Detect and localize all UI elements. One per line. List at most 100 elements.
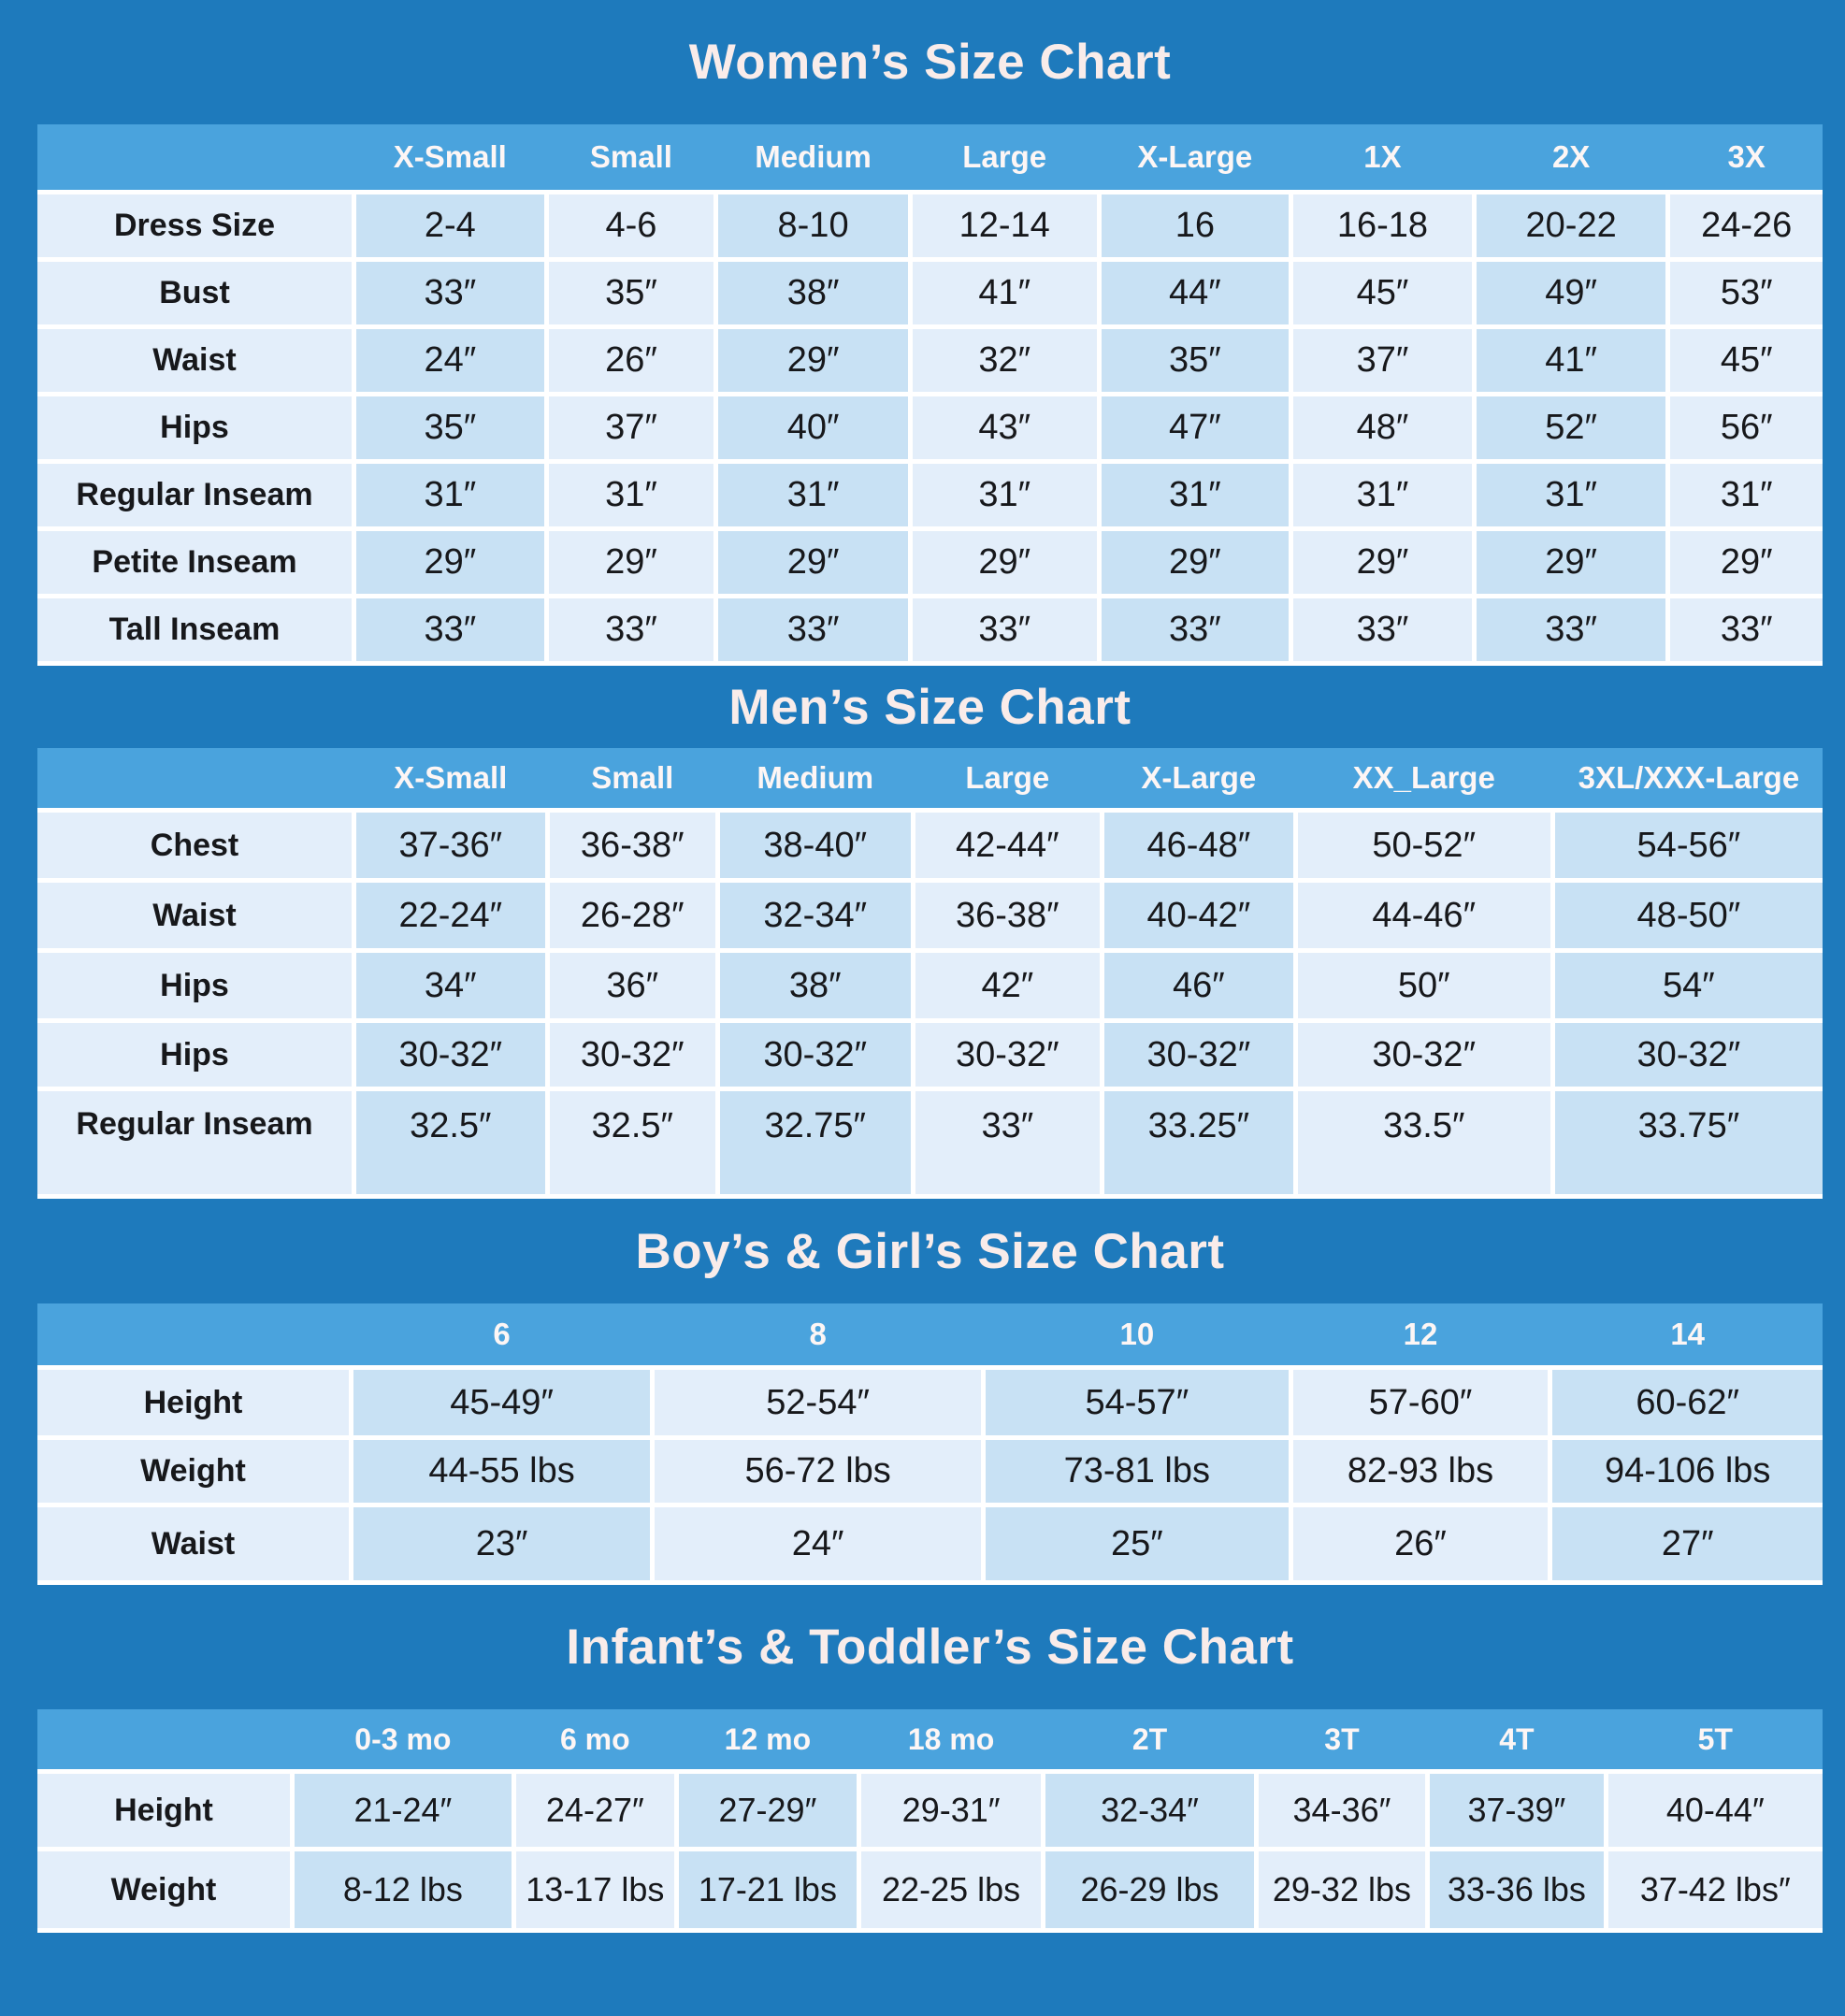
mens-size-table: X-Small Small Medium Large X-Large XX_Large 3X… [37,748,1823,1199]
size-cell: 41″ [912,262,1097,324]
size-cell: 2-4 [356,194,544,257]
size-cell: 38″ [719,953,911,1018]
size-cell: 73-81 lbs [986,1440,1289,1503]
infants-toddlers-data-grid: Height 21-24″ 24-27″ 27-29″ 29-31″ 32-34″ 34-3… [37,1769,1823,1933]
size-cell: 42″ [915,953,1101,1018]
size-cell: 33″ [356,262,544,324]
column-header: Large [965,760,1050,795]
size-cell: 27″ [1552,1507,1823,1580]
size-cell: 30-32″ [719,1023,911,1087]
mens-chart-title: Men’s Size Chart [728,679,1132,735]
size-cell: 31″ [548,464,714,526]
row-label: Dress Size [37,194,352,257]
row-label: Waist [37,1507,349,1580]
column-header: 1X [1363,139,1402,174]
size-cell: 33″ [548,598,714,661]
column-header: Medium [757,760,874,795]
size-cell: 16-18 [1293,194,1472,257]
column-header: 10 [1119,1317,1155,1351]
size-cell: 29″ [356,531,544,594]
size-cell: 20-22 [1476,194,1666,257]
row-label: Chest [37,813,352,878]
size-cell: 40-44″ [1607,1774,1823,1847]
column-header: 3T [1324,1721,1360,1756]
size-cell: 24″ [655,1507,982,1580]
size-cell: 46-48″ [1104,813,1293,878]
size-cell: 8-12 lbs [295,1851,512,1928]
size-cell: 44-55 lbs [353,1440,651,1503]
size-cell: 30-32″ [549,1023,715,1087]
row-label: Hips [37,1023,352,1087]
size-cell: 33″ [1670,598,1823,661]
column-header: 0-3 mo [354,1721,452,1756]
size-cell: 43″ [912,396,1097,459]
size-cell: 31″ [1101,464,1290,526]
size-cell: 34-36″ [1258,1774,1426,1847]
size-cell: 31″ [356,464,544,526]
mens-data-grid: Chest 37-36″ 36-38″ 38-40″ 42-44″ 46-48″ 50-52… [37,808,1823,1199]
womens-size-table: X-Small Small Medium Large X-Large 1X 2X 3X Dre… [37,124,1823,666]
size-cell: 24-27″ [515,1774,674,1847]
size-cell: 32″ [912,329,1097,392]
size-cell: 27-29″ [678,1774,857,1847]
infants-toddlers-header-row: 0-3 mo 6 mo 12 mo 18 mo 2T 3T 4T 5T [37,1709,1823,1769]
size-cell: 38-40″ [719,813,911,878]
size-cell: 54″ [1554,953,1823,1018]
size-cell: 8-10 [718,194,908,257]
row-label: Weight [37,1851,290,1928]
column-header: Small [589,139,672,174]
size-cell: 29″ [548,531,714,594]
size-cell: 54-57″ [986,1370,1289,1435]
size-cell: 45″ [1293,262,1472,324]
size-cell: 29″ [1101,531,1290,594]
column-header: X-Large [1141,760,1257,795]
size-cell: 24″ [356,329,544,392]
size-cell: 31″ [1670,464,1823,526]
size-cell: 60-62″ [1552,1370,1823,1435]
size-cell: 35″ [1101,329,1290,392]
size-cell: 56-72 lbs [655,1440,982,1503]
size-cell: 32.5″ [356,1091,545,1194]
size-cell: 42-44″ [915,813,1101,878]
column-header: 5T [1697,1721,1733,1756]
column-header: 18 mo [907,1721,995,1756]
row-label: Waist [37,883,352,948]
size-cell: 30-32″ [915,1023,1101,1087]
size-cell: 32.5″ [549,1091,715,1194]
size-cell: 37-36″ [356,813,545,878]
size-cell: 47″ [1101,396,1290,459]
size-cell: 54-56″ [1554,813,1823,878]
size-cell: 29″ [1293,531,1472,594]
size-cell: 26-28″ [549,883,715,948]
size-cell: 23″ [353,1507,651,1580]
size-cell: 35″ [356,396,544,459]
size-cell: 30-32″ [1104,1023,1293,1087]
size-cell: 49″ [1476,262,1666,324]
boys-girls-chart-title: Boy’s & Girl’s Size Chart [635,1223,1225,1279]
size-cell: 30-32″ [356,1023,545,1087]
size-cell: 32-34″ [1045,1774,1254,1847]
size-cell: 33.25″ [1104,1091,1293,1194]
size-cell: 4-6 [548,194,714,257]
column-header: XX_Large [1352,760,1495,795]
size-cell: 45-49″ [353,1370,651,1435]
size-cell: 41″ [1476,329,1666,392]
column-header: 6 mo [559,1721,630,1756]
column-header: X-Large [1137,139,1253,174]
size-cell: 37″ [548,396,714,459]
size-cell: 53″ [1670,262,1823,324]
size-cell: 94-106 lbs [1552,1440,1823,1503]
size-cell: 82-93 lbs [1292,1440,1549,1503]
row-label: Height [37,1370,349,1435]
size-cell: 40-42″ [1104,883,1293,948]
row-label: Hips [37,396,352,459]
size-cell: 36-38″ [915,883,1101,948]
size-cell: 56″ [1670,396,1823,459]
size-cell: 22-24″ [356,883,545,948]
size-cell: 33″ [1476,598,1666,661]
column-header: 8 [809,1317,827,1351]
size-cell: 26″ [1292,1507,1549,1580]
size-cell: 25″ [986,1507,1289,1580]
size-cell: 21-24″ [295,1774,512,1847]
column-header: 3XL/XXX-Large [1578,760,1800,795]
